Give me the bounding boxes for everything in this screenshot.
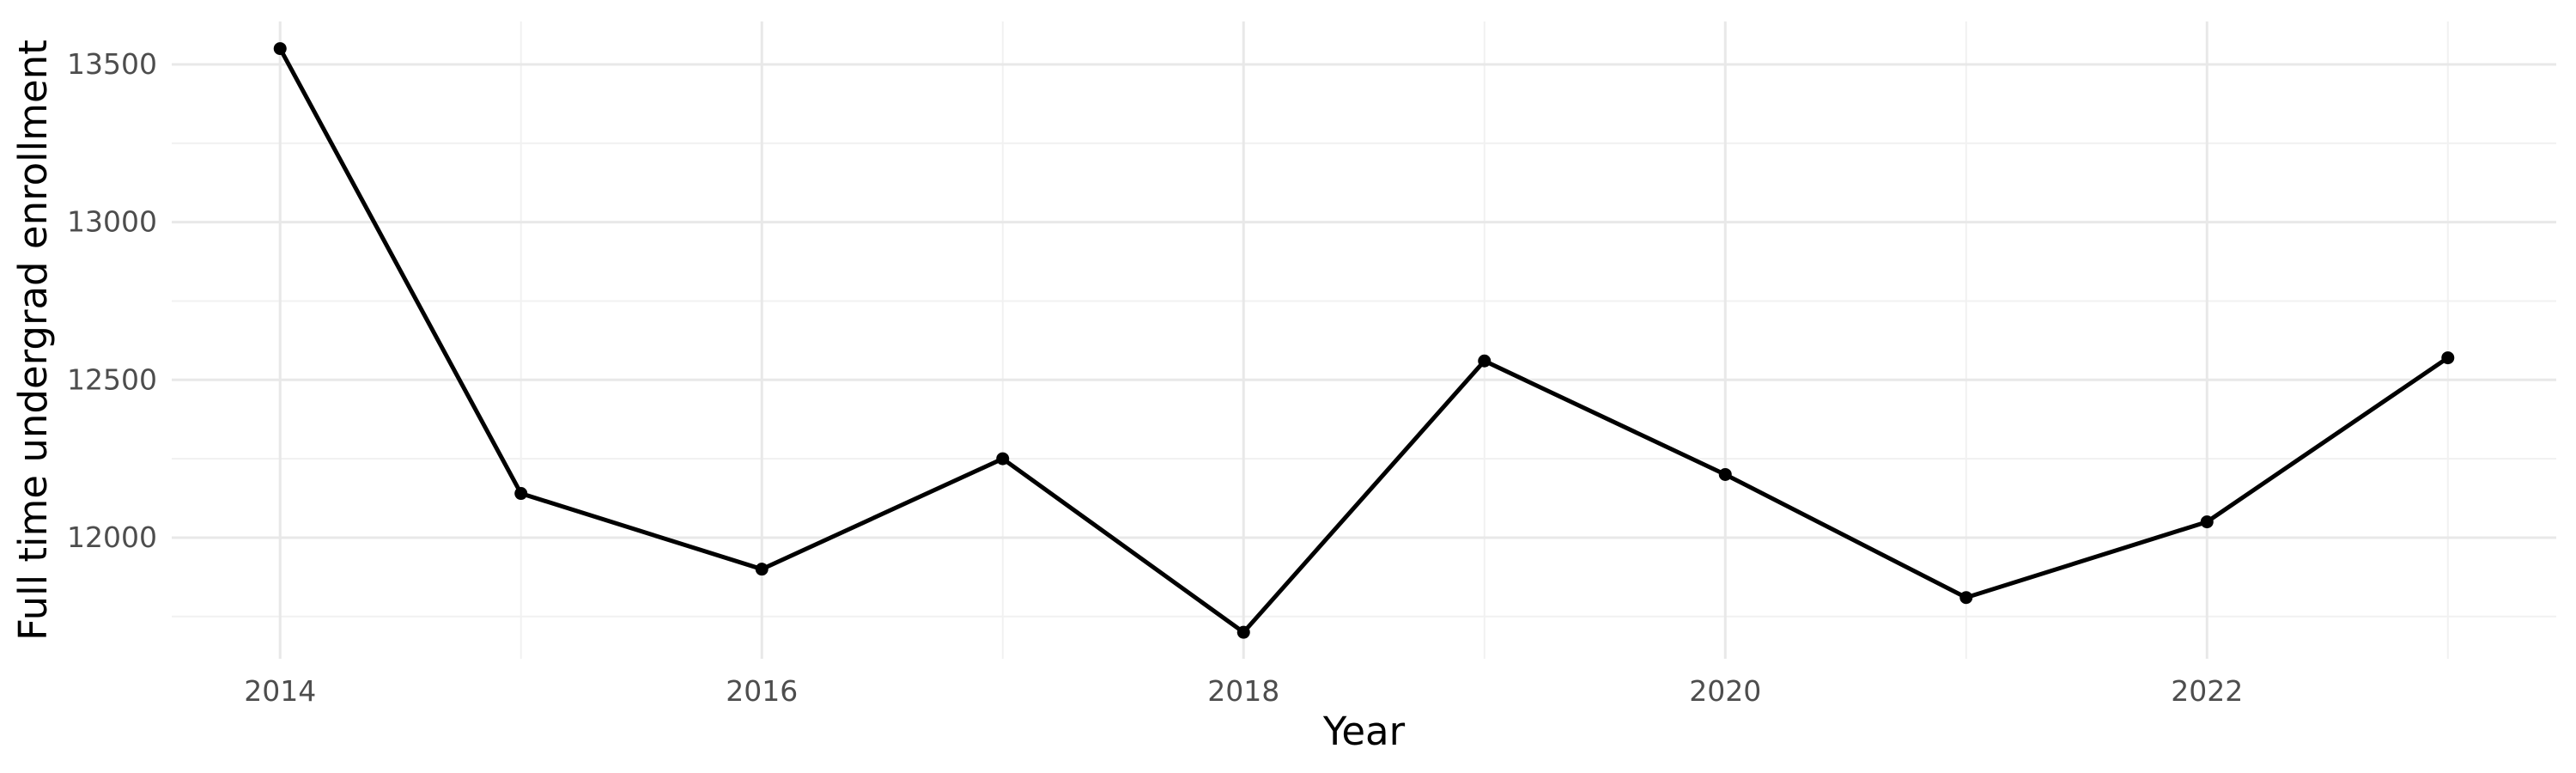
- minor-gridlines: [172, 21, 2556, 659]
- y-axis-title: Full time undergrad enrollment: [10, 40, 56, 641]
- enrollment-trend-line: [278, 47, 2450, 636]
- x-tick-label-2014: 2014: [244, 674, 316, 708]
- data-points: [273, 42, 2455, 639]
- data-point-2022: [2200, 515, 2214, 529]
- data-point-2015: [514, 487, 528, 501]
- x-axis-tick-labels: 2014 2016 2018 2020 2022: [244, 674, 2243, 708]
- x-tick-label-2018: 2018: [1207, 674, 1279, 708]
- data-point-2019: [1478, 354, 1492, 368]
- y-tick-label-12500: 12500: [67, 362, 157, 396]
- major-gridlines: [172, 21, 2556, 659]
- y-tick-label-13500: 13500: [67, 47, 157, 81]
- data-point-2020: [1718, 467, 1732, 481]
- data-point-2016: [755, 563, 769, 576]
- data-point-2017: [996, 452, 1010, 466]
- data-point-2021: [1959, 591, 1973, 605]
- y-tick-label-13000: 13000: [67, 205, 157, 239]
- y-axis-tick-labels: 12000 12500 13000 13500: [67, 47, 157, 554]
- x-axis-title: Year: [1322, 709, 1406, 754]
- x-tick-label-2020: 2020: [1689, 674, 1761, 708]
- data-point-2023: [2441, 351, 2455, 365]
- data-point-2014: [273, 42, 287, 56]
- x-tick-label-2022: 2022: [2171, 674, 2243, 708]
- x-tick-label-2016: 2016: [726, 674, 798, 708]
- y-tick-label-12000: 12000: [67, 520, 157, 554]
- data-point-2018: [1236, 625, 1250, 639]
